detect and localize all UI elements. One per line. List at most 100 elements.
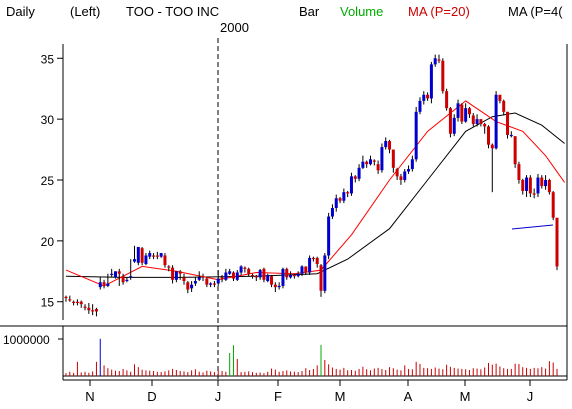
candle-body	[399, 176, 403, 180]
candle-body	[152, 255, 156, 257]
candle-body	[391, 149, 395, 168]
candle-body	[75, 301, 79, 303]
candle-body	[270, 276, 274, 285]
candle-body	[281, 268, 285, 286]
price-ticks: 15 20 25 30 35	[41, 52, 63, 310]
candle-body	[315, 257, 319, 264]
candle-body	[418, 100, 422, 112]
candle-body	[486, 126, 490, 145]
candle-body	[113, 271, 117, 278]
candle-body	[163, 255, 167, 266]
candle-body	[353, 176, 357, 179]
candle-body	[506, 111, 510, 135]
candle-body	[445, 91, 449, 109]
candle-body	[384, 141, 388, 148]
candles	[64, 54, 559, 317]
candle-body	[388, 141, 392, 150]
candle-body	[368, 159, 372, 165]
candle-body	[380, 147, 384, 171]
candle-body	[441, 60, 445, 92]
candle-body	[136, 246, 140, 263]
candle-body	[525, 177, 529, 191]
candle-body	[94, 309, 98, 312]
candle-body	[87, 307, 91, 311]
candle-body	[110, 273, 114, 275]
candle-body	[79, 301, 83, 305]
candle-body	[513, 136, 517, 165]
candle-body	[376, 164, 380, 171]
candle-body	[308, 257, 312, 273]
candle-body	[296, 273, 300, 277]
candle-body	[544, 180, 548, 187]
x-tick-label: N	[85, 389, 94, 404]
candle-body	[72, 301, 76, 303]
candle-body	[167, 266, 171, 268]
candle-body	[342, 192, 346, 201]
x-tick-label: F	[274, 389, 282, 404]
candle-body	[148, 253, 152, 257]
year-label: 2000	[220, 20, 249, 35]
price-tick-label: 20	[41, 235, 55, 249]
candle-body	[521, 180, 525, 191]
candle-body	[323, 255, 327, 291]
candle-body	[197, 277, 201, 280]
candle-body	[68, 299, 72, 301]
x-tick-label: M	[460, 389, 471, 404]
period-label: Daily	[6, 4, 35, 19]
candle-body	[475, 119, 479, 124]
x-tick-label: J	[527, 389, 534, 404]
candle-body	[247, 268, 251, 274]
candle-body	[346, 192, 350, 194]
candle-body	[494, 94, 498, 149]
candle-body	[300, 266, 304, 274]
candle-body	[479, 119, 483, 124]
candle-body	[266, 274, 270, 282]
candle-body	[498, 94, 502, 101]
x-tick-label: A	[404, 389, 413, 404]
candle-body	[224, 272, 228, 280]
candle-body	[452, 117, 456, 134]
candle-body	[117, 271, 121, 274]
candle-body	[555, 217, 559, 267]
x-tick-label: J	[215, 389, 222, 404]
candle-body	[483, 124, 487, 127]
x-tick-label: D	[147, 389, 156, 404]
candle-body	[410, 159, 414, 170]
candle-body	[448, 108, 452, 134]
candle-body	[106, 283, 110, 286]
price-tick-label: 25	[41, 174, 55, 188]
candle-body	[262, 268, 266, 280]
ma20-line-group	[65, 100, 566, 287]
candle-body	[403, 171, 407, 180]
candle-body	[528, 177, 532, 194]
symbol-title: TOO - TOO INC	[126, 4, 219, 19]
candle-body	[467, 108, 471, 115]
candle-body	[437, 59, 441, 61]
candle-body	[330, 208, 334, 217]
candle-body	[254, 276, 258, 278]
candle-body	[121, 276, 125, 283]
price-tick-label: 30	[41, 113, 55, 127]
candle-body	[231, 272, 235, 279]
candle-body	[182, 277, 186, 282]
candle-body	[429, 64, 433, 99]
volume-panel: 1000000	[0, 325, 567, 380]
candle-body	[327, 216, 331, 256]
ma40-extension	[511, 224, 554, 230]
candle-body	[220, 277, 224, 279]
candle-body	[551, 192, 555, 218]
candle-body	[159, 253, 163, 257]
candle-body	[464, 108, 468, 122]
candle-body	[395, 169, 399, 177]
candle-body	[129, 276, 133, 278]
candle-body	[407, 169, 411, 172]
candle-body	[365, 161, 369, 165]
candle-body	[83, 306, 87, 308]
candle-body	[509, 134, 513, 137]
candle-body	[190, 284, 194, 289]
x-tick-label: M	[335, 389, 346, 404]
candle-body	[372, 160, 376, 162]
candle-body	[228, 271, 232, 274]
